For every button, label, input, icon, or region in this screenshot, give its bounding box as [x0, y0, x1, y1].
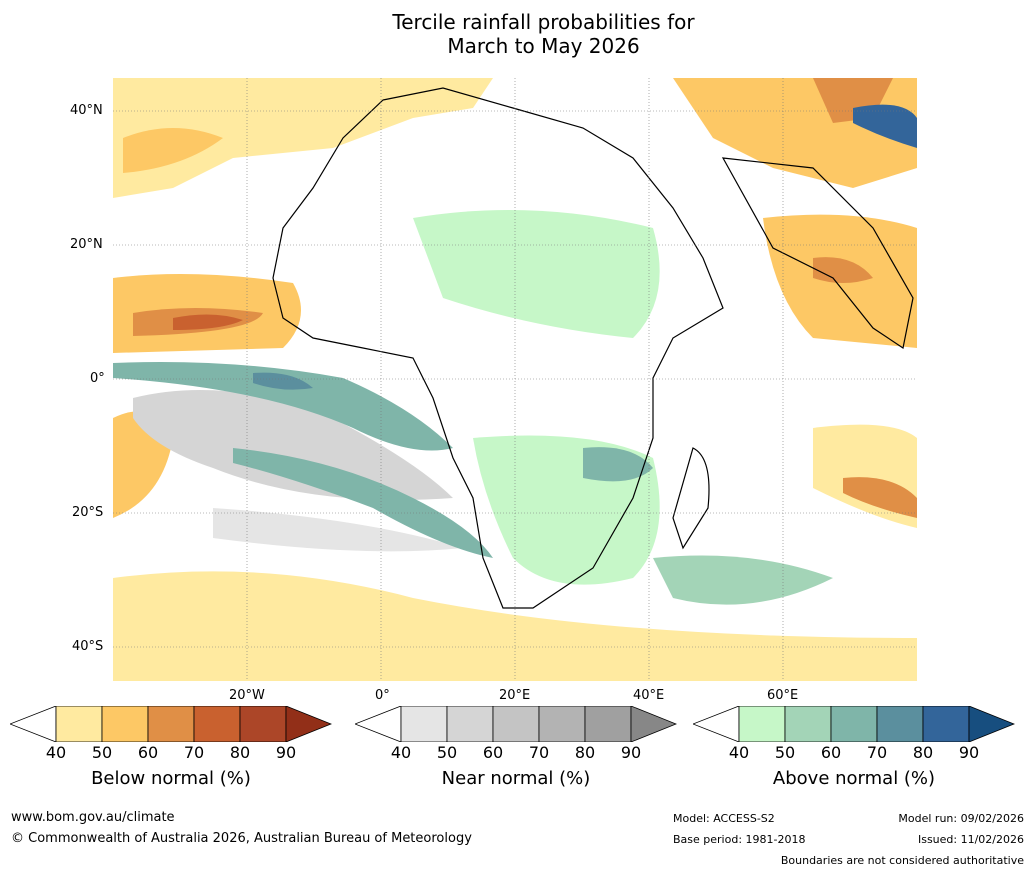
map-canvas: [113, 78, 917, 681]
disclaimer-text: Boundaries are not considered authoritat…: [780, 854, 1024, 867]
below-normal-swatch: [239, 706, 287, 742]
below-normal-region: [113, 571, 917, 681]
above-normal-region: [653, 555, 833, 605]
colorbar-tick: 70: [866, 743, 888, 762]
below-normal-swatch: [147, 706, 195, 742]
below-normal-colorbar: [10, 706, 332, 742]
below-normal-swatch: [10, 706, 57, 742]
colorbar-tick: 80: [574, 743, 596, 762]
graticule: [113, 78, 917, 681]
colorbar-tick: 90: [958, 743, 980, 762]
above-normal-region: [853, 104, 917, 148]
above-normal-colorbar: [693, 706, 1015, 742]
colorbar-tick: 90: [620, 743, 642, 762]
above-normal-swatch: [784, 706, 832, 742]
below-normal-region: [123, 128, 223, 173]
lon-label-60e: 60°E: [767, 688, 799, 703]
lat-label-40n: 40°N: [70, 103, 103, 118]
lon-label-0: 0°: [375, 688, 390, 703]
near-normal-swatch: [446, 706, 494, 742]
africa-coastline: [272, 87, 724, 609]
colorbar-tick: 90: [275, 743, 297, 762]
colorbar-tick: 60: [137, 743, 159, 762]
above-normal-region: [583, 447, 653, 482]
copyright-text: © Commonwealth of Australia 2026, Austra…: [11, 831, 472, 846]
issued-text: Issued: 11/02/2026: [917, 833, 1024, 846]
above-normal-swatch: [830, 706, 878, 742]
website-link[interactable]: www.bom.gov.au/climate: [11, 810, 175, 825]
above-normal-swatch: [922, 706, 970, 742]
colorbar-tick: 70: [528, 743, 550, 762]
above-normal-region: [233, 448, 493, 558]
lon-label-40e: 40°E: [633, 688, 665, 703]
above-normal-region: [113, 362, 453, 451]
above-normal-swatch: [968, 706, 1015, 742]
below-normal-label: Below normal (%): [91, 768, 251, 789]
lat-label-20s: 20°S: [72, 505, 104, 520]
map-title-line2: March to May 2026: [447, 34, 640, 58]
map-title: Tercile rainfall probabilities for March…: [0, 10, 1035, 58]
near-normal-colorbar: [355, 706, 677, 742]
colorbar-tick: 70: [183, 743, 205, 762]
model-text: Model: ACCESS-S2: [673, 812, 775, 825]
above-normal-region: [253, 372, 313, 390]
colorbar-tick: 40: [728, 743, 750, 762]
below-normal-region: [173, 314, 243, 330]
colorbar-tick: 60: [482, 743, 504, 762]
lat-label-0: 0°: [90, 371, 105, 386]
near-normal-swatch: [400, 706, 448, 742]
lat-label-20n: 20°N: [70, 237, 103, 252]
below-normal-swatch: [55, 706, 103, 742]
above-normal-swatch: [876, 706, 924, 742]
above-normal-region: [413, 210, 660, 338]
below-normal-swatch: [193, 706, 241, 742]
above-normal-swatch: [738, 706, 786, 742]
colorbar-tick: 50: [774, 743, 796, 762]
below-normal-region: [843, 477, 917, 518]
near-normal-region: [213, 508, 463, 552]
map-title-line1: Tercile rainfall probabilities for: [392, 10, 695, 34]
colorbar-tick: 60: [820, 743, 842, 762]
near-normal-swatch: [492, 706, 540, 742]
colorbar-tick: 40: [45, 743, 67, 762]
near-normal-label: Near normal (%): [441, 768, 591, 789]
above-normal-label: Above normal (%): [772, 768, 936, 789]
colorbar-tick: 80: [229, 743, 251, 762]
model-run-text: Model run: 09/02/2026: [898, 812, 1024, 825]
lon-label-20e: 20°E: [499, 688, 531, 703]
near-normal-swatch: [630, 706, 677, 742]
below-normal-swatch: [101, 706, 149, 742]
colorbar-tick: 80: [912, 743, 934, 762]
above-normal-swatch: [693, 706, 740, 742]
lon-label-20w: 20°W: [229, 688, 265, 703]
near-normal-region: [133, 390, 453, 500]
near-normal-swatch: [355, 706, 402, 742]
below-normal-region: [113, 78, 493, 198]
below-normal-region: [813, 257, 873, 283]
colorbar-tick: 50: [436, 743, 458, 762]
arabia-india-coastline: [721, 157, 914, 349]
near-normal-swatch: [584, 706, 632, 742]
below-normal-swatch: [285, 706, 332, 742]
lat-label-40s: 40°S: [72, 639, 104, 654]
madagascar-coastline: [672, 447, 710, 550]
rainfall-probability-map: [113, 78, 917, 681]
near-normal-swatch: [538, 706, 586, 742]
colorbar-tick: 50: [91, 743, 113, 762]
base-period-text: Base period: 1981-2018: [673, 833, 806, 846]
colorbar-tick: 40: [390, 743, 412, 762]
